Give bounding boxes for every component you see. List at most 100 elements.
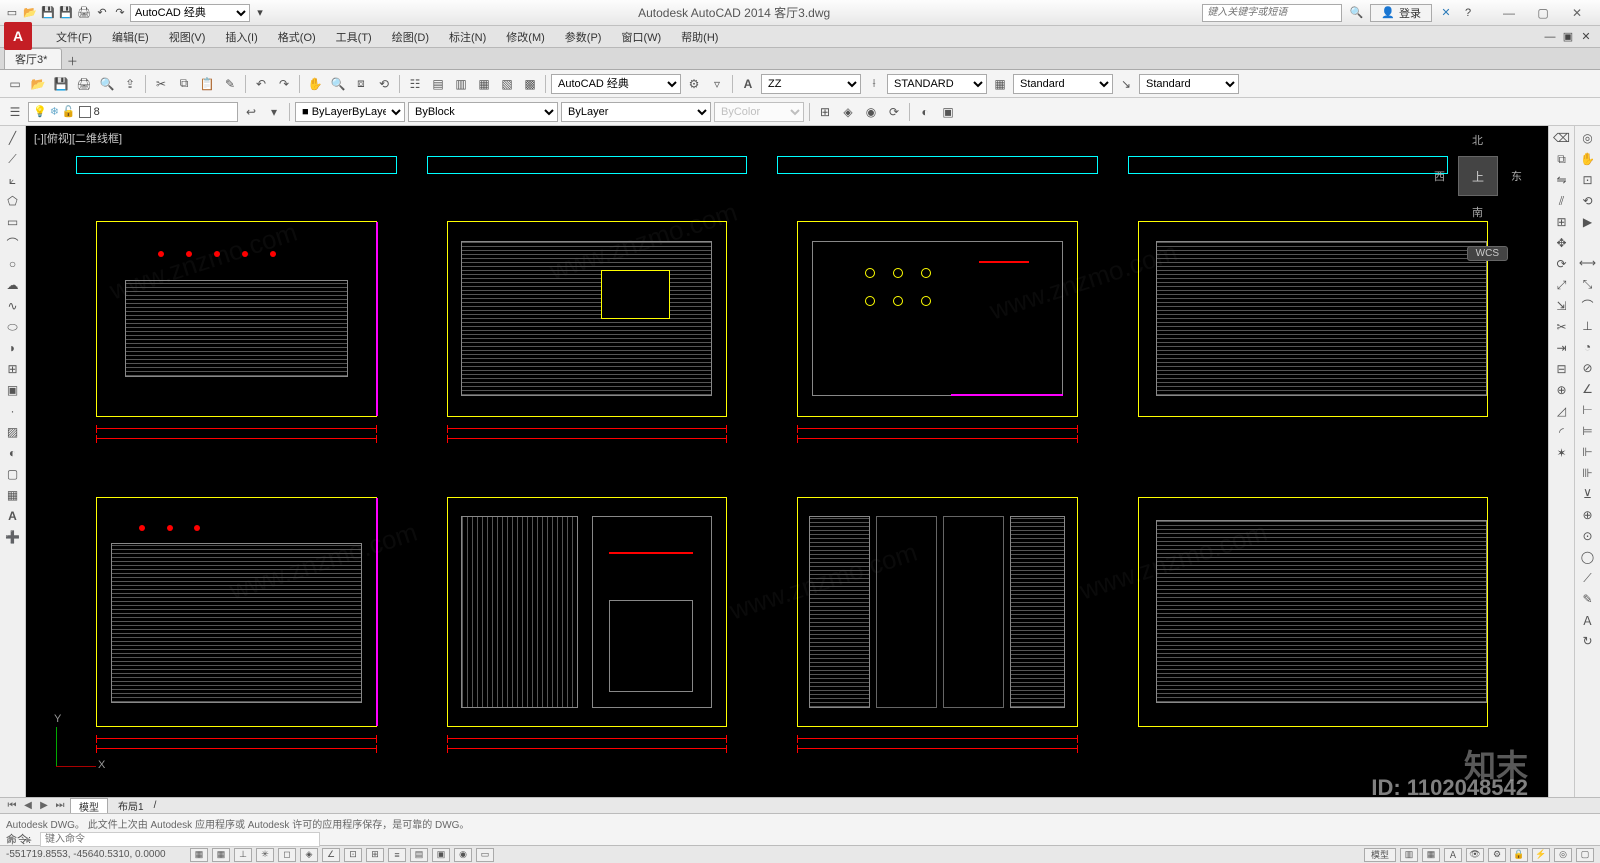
insert-icon[interactable]: ⊞ [2,359,24,379]
qp-toggle[interactable]: ▣ [432,848,450,862]
view-iso-icon[interactable]: ◈ [838,102,858,122]
sc-toggle[interactable]: ◉ [454,848,472,862]
block-icon[interactable]: ▣ [2,380,24,400]
stretch-icon[interactable]: ⇲ [1551,296,1573,316]
exchange-icon[interactable]: ✕ [1438,5,1454,21]
zoomext-icon[interactable]: ⊡ [1577,170,1599,190]
quickview-layouts-icon[interactable]: ▥ [1400,848,1418,862]
render-icon[interactable]: ◐ [915,102,935,122]
cmd-expand-icon[interactable]: ▸ [22,833,36,846]
layout-prev-icon[interactable]: ◀ [22,800,34,811]
model-space-button[interactable]: 模型 [1364,848,1396,862]
preview-icon[interactable]: 🔍 [97,74,117,94]
dimupdate-icon[interactable]: ↻ [1577,631,1599,651]
table-icon[interactable]: ▦ [2,485,24,505]
lwt-toggle[interactable]: ≡ [388,848,406,862]
menu-parametric[interactable]: 参数(P) [555,27,612,47]
annoscale-icon[interactable]: Ａ [1444,848,1462,862]
layout1-tab[interactable]: 布局1 [112,798,150,813]
copy2-icon[interactable]: ⧉ [1551,149,1573,169]
matchprop-icon[interactable]: ✎ [220,74,240,94]
ws-gear-icon[interactable]: ⚙ [684,74,704,94]
mdi-close-icon[interactable]: ✕ [1578,29,1594,45]
mdi-min-icon[interactable]: — [1542,29,1558,45]
redo-icon[interactable]: ↷ [112,5,128,21]
pan2-icon[interactable]: ✋ [1577,149,1599,169]
search-icon[interactable]: 🔍 [1348,5,1364,21]
maximize-button[interactable]: ▢ [1526,3,1560,23]
orbit-icon[interactable]: ⟲ [1577,191,1599,211]
cmd-close-icon[interactable]: ✕ [4,833,18,846]
view-orbit-icon[interactable]: ⟳ [884,102,904,122]
steering-icon[interactable]: ◎ [1577,128,1599,148]
dyn-toggle[interactable]: ⊞ [366,848,384,862]
lock-ui-icon[interactable]: 🔒 [1510,848,1528,862]
scale-icon[interactable]: ⤢ [1551,275,1573,295]
jogged-icon[interactable]: ⟋ [1577,568,1599,588]
viewcube[interactable]: 北 南 西 东 上 [1438,136,1518,216]
tablestyle-icon[interactable]: ▦ [990,74,1010,94]
dim-aligned-icon[interactable]: ⤡ [1577,274,1599,294]
qat-dropdown-icon[interactable]: ▾ [252,5,268,21]
color-select[interactable]: ■ ByLayerByLayer [295,102,405,122]
layer-prev-icon[interactable]: ↩ [241,102,261,122]
chamfer-icon[interactable]: ◿ [1551,401,1573,421]
minimize-button[interactable]: — [1492,3,1526,23]
join-icon[interactable]: ⊕ [1551,380,1573,400]
viewport-label[interactable]: [-][俯视][二维线框] [34,130,122,146]
rotate-icon[interactable]: ⟳ [1551,254,1573,274]
zoom-prev-icon[interactable]: ⟲ [374,74,394,94]
offset-icon[interactable]: ⫽ [1551,191,1573,211]
cleanscreen-icon[interactable]: ▢ [1576,848,1594,862]
dim-diameter-icon[interactable]: ⊘ [1577,358,1599,378]
menu-format[interactable]: 格式(O) [268,27,326,47]
showmotion-icon[interactable]: ▶ [1577,212,1599,232]
zoom-rt-icon[interactable]: 🔍 [328,74,348,94]
snap-toggle[interactable]: ▦ [190,848,208,862]
pan-icon[interactable]: ✋ [305,74,325,94]
ortho-toggle[interactable]: ⊥ [234,848,252,862]
grid-toggle[interactable]: ▦ [212,848,230,862]
menu-insert[interactable]: 插入(I) [215,27,267,47]
textstyle-select[interactable]: ZZ [761,74,861,94]
undo-icon[interactable]: ↶ [94,5,110,21]
menu-file[interactable]: 文件(F) [46,27,102,47]
move-icon[interactable]: ✥ [1551,233,1573,253]
dim-radius-icon[interactable]: ◔ [1577,337,1599,357]
annovis-icon[interactable]: 👁 [1466,848,1484,862]
menu-help[interactable]: 帮助(H) [671,27,728,47]
revcloud-icon[interactable]: ☁ [2,275,24,295]
dc-icon[interactable]: ▤ [428,74,448,94]
signin-button[interactable]: 👤登录 [1370,4,1432,22]
help-icon[interactable]: ? [1460,5,1476,21]
dimstyle-select[interactable]: STANDARD [887,74,987,94]
saveas-icon[interactable]: 💾 [58,5,74,21]
redo2-icon[interactable]: ↷ [274,74,294,94]
layer-dropdown[interactable]: 💡 ❄ 🔓 8 [28,102,238,122]
dim-arc-icon[interactable]: ⌒ [1577,295,1599,315]
dimedit-icon[interactable]: ✎ [1577,589,1599,609]
hatch-icon[interactable]: ▨ [2,422,24,442]
undo2-icon[interactable]: ↶ [251,74,271,94]
rectangle-icon[interactable]: ▭ [2,212,24,232]
open-file-icon[interactable]: 📂 [28,74,48,94]
sheetset-icon[interactable]: ▦ [474,74,494,94]
tablestyle-select[interactable]: Standard [1013,74,1113,94]
xline-icon[interactable]: ⟋ [2,149,24,169]
osnap-toggle[interactable]: ◻ [278,848,296,862]
materials-icon[interactable]: ▣ [938,102,958,122]
menu-window[interactable]: 窗口(W) [611,27,671,47]
addselected-icon[interactable]: ➕ [2,527,24,547]
hardware-accel-icon[interactable]: ⚡ [1532,848,1550,862]
tpy-toggle[interactable]: ▤ [410,848,428,862]
properties-icon[interactable]: ☷ [405,74,425,94]
ellipsearc-icon[interactable]: ◗ [2,338,24,358]
textstyle-icon[interactable]: A [738,74,758,94]
dim-break-icon[interactable]: ⊻ [1577,484,1599,504]
new-file-icon[interactable]: ▭ [5,74,25,94]
polar-toggle[interactable]: ✳ [256,848,274,862]
dimtedit-icon[interactable]: Ａ [1577,610,1599,630]
dim-quick-icon[interactable]: ⊢ [1577,400,1599,420]
print-icon[interactable]: 🖨 [74,74,94,94]
cut-icon[interactable]: ✂ [151,74,171,94]
